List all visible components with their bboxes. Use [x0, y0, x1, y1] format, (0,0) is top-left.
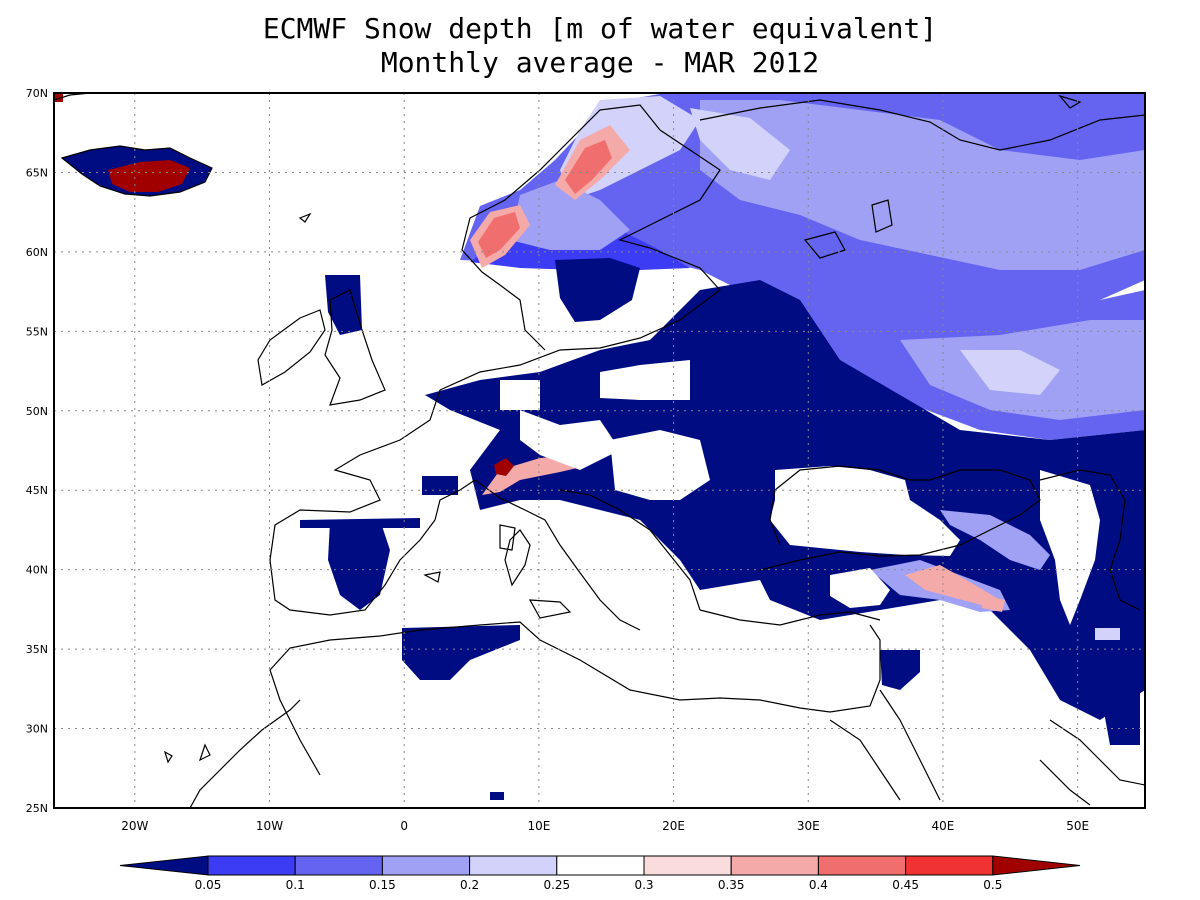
colorbar-tick-label: 0.5 — [983, 878, 1002, 892]
chart-title: ECMWF Snow depth [m of water equivalent] — [262, 12, 938, 45]
latitude-tick-label: 30N — [26, 723, 48, 736]
grid-lines — [54, 93, 1145, 808]
colorbar-swatch — [381, 855, 471, 876]
colorbar-tick-label: 0.1 — [286, 878, 305, 892]
colorbar-tick-label: 0.2 — [460, 878, 479, 892]
longitude-tick-label: 40E — [932, 819, 955, 833]
latitude-tick-label: 70N — [26, 87, 48, 100]
longitude-tick-label: 10E — [527, 819, 550, 833]
longitude-tick-label: 10W — [256, 819, 283, 833]
colorbar-swatch — [469, 855, 558, 876]
longitude-tick-label: 20E — [662, 819, 685, 833]
colorbar-tick-label: 0.3 — [634, 878, 653, 892]
latitude-tick-label: 40N — [26, 564, 48, 577]
latitude-tick-label: 50N — [26, 405, 48, 418]
colorbar-tick-label: 0.25 — [543, 878, 570, 892]
colorbar-swatch — [207, 855, 296, 876]
chart-subtitle: Monthly average - MAR 2012 — [380, 46, 820, 79]
colorbar-swatch — [294, 855, 383, 876]
longitude-tick-label: 30E — [797, 819, 820, 833]
colorbar-tick-label: 0.4 — [809, 878, 828, 892]
longitude-tick-label: 50E — [1066, 819, 1089, 833]
snow-depth-field — [54, 93, 1145, 800]
longitude-labels: 20W 10W 0 10E 20E 30E 40E 50E — [121, 819, 1089, 833]
map-frame — [53, 92, 1146, 809]
colorbar-tick-label: 0.05 — [195, 878, 222, 892]
longitude-tick-label: 0 — [400, 819, 408, 833]
colorbar-tick-label: 0.45 — [892, 878, 919, 892]
latitude-tick-label: 45N — [26, 484, 48, 497]
latitude-labels: 25N 30N 35N 40N 45N 50N 55N 60N 65N 70N — [26, 87, 48, 815]
colorbar-swatch — [730, 855, 819, 876]
colorbar-high-arrow — [992, 855, 1081, 876]
colorbar-swatch — [905, 855, 994, 876]
colorbar-tick-label: 0.35 — [718, 878, 745, 892]
colorbar-swatch — [556, 855, 645, 876]
colorbar-swatch — [643, 855, 732, 876]
coastlines — [54, 93, 1145, 808]
colorbar-legend: 0.05 0.1 0.15 0.2 0.25 0.3 0.35 0.4 0.45 0.5 — [119, 855, 1081, 892]
colorbar-swatch — [817, 855, 907, 876]
colorbar-low-arrow — [119, 855, 209, 876]
colorbar-tick-label: 0.15 — [369, 878, 396, 892]
latitude-tick-label: 60N — [26, 246, 48, 259]
latitude-tick-label: 35N — [26, 643, 48, 656]
latitude-tick-label: 55N — [26, 325, 48, 338]
latitude-tick-label: 65N — [26, 166, 48, 179]
longitude-tick-label: 20W — [121, 819, 148, 833]
latitude-tick-label: 25N — [26, 802, 48, 815]
